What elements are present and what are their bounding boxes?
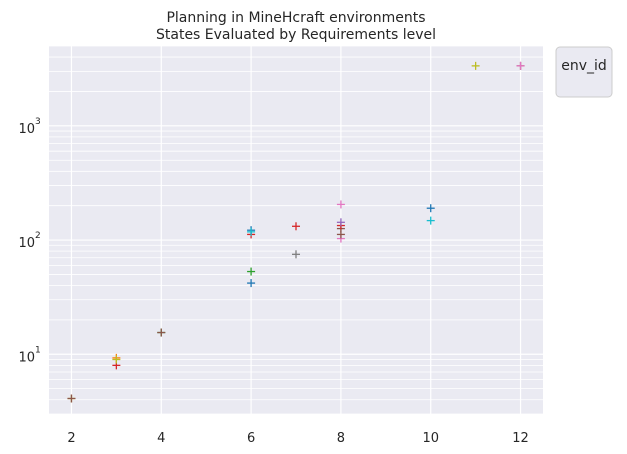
y-tick-exponent: 1 bbox=[35, 345, 41, 355]
x-axis-ticks: 2 4 6 8 10 12 bbox=[67, 431, 529, 446]
legend-box bbox=[555, 46, 613, 98]
data-point bbox=[247, 279, 256, 288]
data-point bbox=[292, 222, 300, 231]
minor-gridlines bbox=[49, 45, 543, 415]
x-tick-label: 4 bbox=[157, 431, 165, 446]
data-point bbox=[426, 204, 435, 213]
x-tick-label: 6 bbox=[247, 431, 255, 446]
x-tick-label: 2 bbox=[67, 431, 75, 446]
y-tick-exponent: 2 bbox=[35, 231, 41, 241]
data-point bbox=[336, 218, 345, 227]
x-tick-label: 12 bbox=[512, 431, 529, 446]
y-tick-base: 10 bbox=[18, 236, 35, 251]
data-point bbox=[336, 200, 345, 209]
chart-subtitle: States Evaluated by Requirements level bbox=[156, 27, 436, 43]
data-point bbox=[471, 61, 480, 70]
data-point bbox=[247, 267, 256, 276]
data-point bbox=[157, 328, 166, 337]
y-tick-label: 10 bbox=[18, 350, 35, 365]
y-tick-base: 10 bbox=[18, 350, 35, 365]
legend: env_id bbox=[555, 46, 613, 98]
data-points bbox=[67, 61, 525, 403]
data-point bbox=[292, 250, 300, 259]
y-tick-exponent: 3 bbox=[35, 117, 41, 127]
legend-title: env_id bbox=[561, 58, 607, 74]
data-point bbox=[67, 394, 76, 403]
x-tick-label: 8 bbox=[337, 431, 345, 446]
chart-title: Planning in MineHcraft environments bbox=[166, 10, 425, 26]
data-point bbox=[247, 227, 256, 236]
x-tick-label: 10 bbox=[422, 431, 439, 446]
y-tick-label: 10 bbox=[18, 236, 35, 251]
data-point bbox=[516, 61, 525, 70]
y-tick-label: 10 bbox=[18, 122, 35, 137]
data-point bbox=[426, 216, 435, 225]
data-point bbox=[112, 355, 121, 364]
y-tick-base: 10 bbox=[18, 122, 35, 137]
